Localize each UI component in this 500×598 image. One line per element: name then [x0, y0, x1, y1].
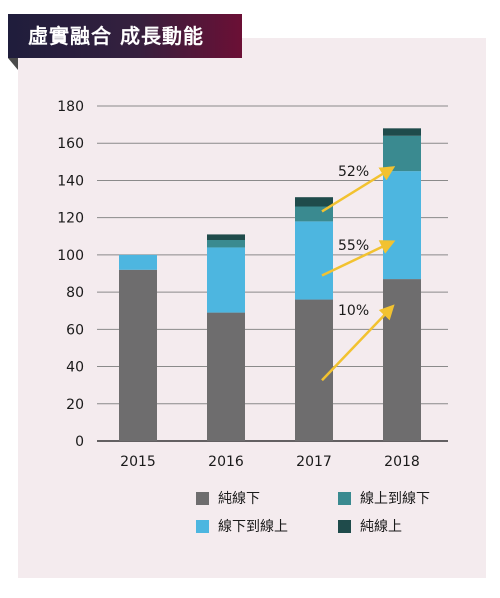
growth-label: 52%	[338, 164, 369, 180]
x-tick-label: 2018	[384, 454, 420, 470]
legend-item-pure-online: 純線上	[338, 516, 402, 536]
x-tick-label: 2017	[296, 454, 332, 470]
legend-swatch-offline-to-online	[196, 519, 209, 533]
bar-segment-2018-0	[383, 279, 421, 441]
legend-item-offline-to-online: 線下到線上	[196, 516, 288, 536]
legend-item-online-to-offline: 線上到線下	[338, 488, 430, 508]
bar-segment-2018-2	[383, 135, 421, 172]
y-tick-label: 20	[66, 397, 84, 413]
bar-segment-2016-1	[207, 247, 245, 313]
x-tick-label: 2015	[120, 454, 156, 470]
bar-segment-2018-3	[383, 128, 421, 136]
banner-fold	[8, 58, 18, 70]
bar-segment-2017-0	[295, 299, 333, 441]
y-tick-label: 160	[57, 136, 84, 152]
y-tick-label: 60	[66, 322, 84, 338]
y-tick-label: 120	[57, 211, 84, 227]
y-tick-label: 140	[57, 173, 84, 189]
growth-arrow	[321, 304, 395, 382]
y-tick-label: 80	[66, 285, 84, 301]
bar-segment-2016-2	[207, 240, 245, 248]
legend-label-online-to-offline: 線上到線下	[360, 491, 430, 507]
legend-swatch-online-to-offline	[338, 491, 351, 505]
y-tick-label: 100	[57, 248, 84, 264]
bar-segment-2017-1	[295, 221, 333, 300]
legend-label-pure-offline: 純線下	[218, 491, 260, 507]
y-tick-label: 0	[75, 434, 84, 450]
bar-segment-2016-3	[207, 234, 245, 240]
bar-segment-2015-1	[119, 254, 157, 270]
y-tick-label: 180	[57, 99, 84, 115]
page-title: 虛實融合 成長動能	[8, 14, 242, 58]
bar-segment-2017-3	[295, 197, 333, 207]
bar-segment-2016-0	[207, 312, 245, 441]
bar-segment-2018-1	[383, 171, 421, 280]
bar-segment-2015-0	[119, 269, 157, 441]
growth-label: 10%	[338, 303, 369, 319]
legend-swatch-pure-online	[338, 519, 351, 533]
legend-label-offline-to-online: 線下到線上	[218, 519, 288, 535]
x-tick-label: 2016	[208, 454, 244, 470]
legend-item-pure-offline: 純線下	[196, 488, 260, 508]
y-tick-label: 40	[66, 360, 84, 376]
growth-arrow	[321, 240, 396, 277]
legend-label-pure-online: 純線上	[360, 519, 402, 535]
growth-arrow	[321, 166, 396, 213]
growth-label: 55%	[338, 238, 369, 254]
legend: 純線下 線上到線下 線下到線上 純線上	[190, 484, 490, 546]
legend-swatch-pure-offline	[196, 491, 209, 505]
